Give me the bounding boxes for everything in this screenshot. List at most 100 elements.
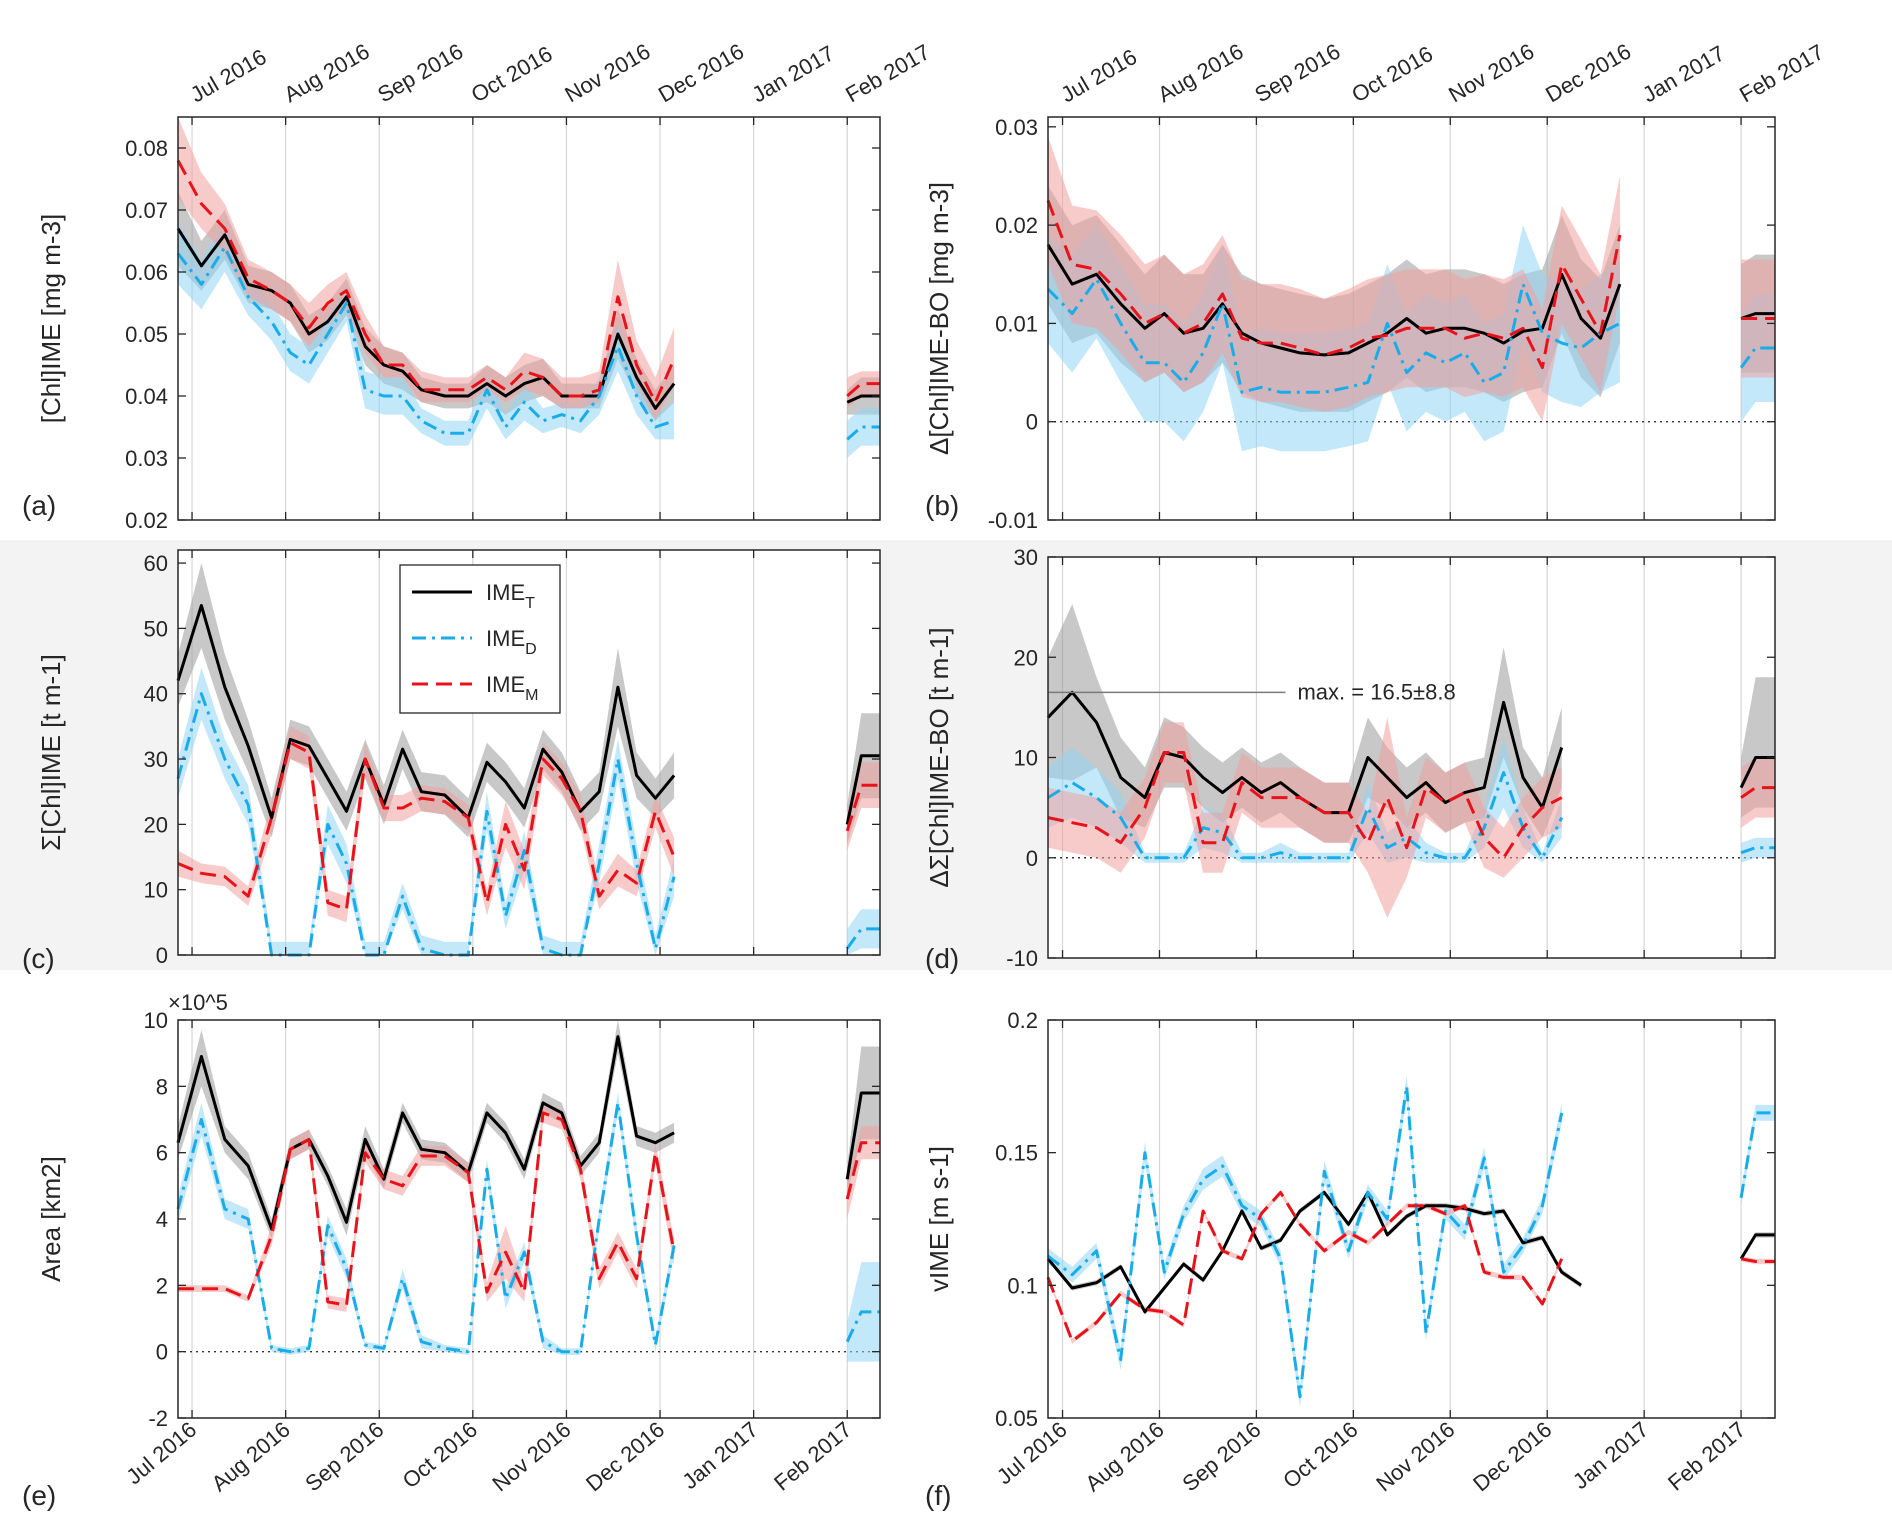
series-f-ime-t-0 (1046, 1191, 1582, 1314)
legend: IMET IMED IMEM (399, 564, 561, 714)
xtick-label-f-4: Nov 2016 (1371, 1417, 1459, 1497)
band-c-ime-d-1 (847, 909, 880, 955)
ytick-label-c-1: 10 (144, 878, 168, 903)
ylabel-e: Area [km2] (36, 1156, 66, 1282)
plot-area-a (178, 117, 880, 520)
ytick-label-e-6: 10 (144, 1008, 168, 1033)
xtick-label-b-2: Sep 2016 (1250, 39, 1344, 108)
legend-label-ime-m-base: IME (486, 672, 525, 697)
xtick-label-f-2: Sep 2016 (1177, 1417, 1265, 1497)
ytick-label-d-1: 0 (1026, 846, 1038, 871)
series-a-ime-m-0 (176, 159, 676, 404)
panel-c: 0 10 20 30 40 50 60 Σ[Chl]IME [t m-1] (c) (22, 549, 881, 974)
axis-box-c (177, 549, 881, 956)
xtick-label-e-5: Dec 2016 (581, 1417, 669, 1497)
ytick-label-b-4: 0.03 (995, 115, 1038, 140)
ylabel-c: Σ[Chl]IME [t m-1] (36, 654, 66, 851)
legend-label-ime-t-sub: T (525, 595, 535, 612)
series-f-ime-d-1 (1739, 1111, 1775, 1199)
legend-label-ime-m-sub: M (525, 687, 538, 704)
xtick-label-f-5: Dec 2016 (1468, 1417, 1556, 1497)
band-d-ime-m-0 (1048, 717, 1562, 918)
xtick-label-f-1: Aug 2016 (1080, 1417, 1168, 1497)
panel-b: -0.01 0 0.01 0.02 0.03 Jul 2016 Aug 2016 Sep 20… (924, 39, 1828, 533)
panel-letter-c: (c) (22, 943, 55, 974)
series-c-ime-d-1 (845, 927, 880, 950)
ytick-label-a-5: 0.07 (125, 198, 168, 223)
xtick-label-e-3: Oct 2016 (398, 1417, 482, 1494)
panel-d: max. = 16.5±8.8 -10 0 10 20 30 ΔΣ[Chl]IME-BO [… (924, 545, 1776, 974)
ytick-label-e-5: 8 (156, 1074, 168, 1099)
panel-a: 0.02 0.03 0.04 0.05 0.06 0.07 0.08 Jul 2016 Aug … (22, 39, 934, 533)
band-a-ime-d-1 (847, 408, 880, 458)
ytick-label-a-3: 0.05 (125, 322, 168, 347)
xtick-label-a-3: Oct 2016 (467, 41, 557, 107)
ytick-label-a-0: 0.02 (125, 508, 168, 533)
xtick-label-e-7: Feb 2017 (769, 1417, 856, 1496)
xtick-label-a-2: Sep 2016 (373, 39, 467, 108)
band-e-ime-m-1 (847, 1126, 880, 1219)
xtick-label-f-7: Feb 2017 (1663, 1417, 1750, 1496)
legend-label-ime-m: IMEM (486, 672, 538, 704)
xtick-label-a-4: Nov 2016 (560, 39, 654, 108)
ytick-label-f-3: 0.2 (1007, 1008, 1038, 1033)
axis-box-f (1047, 1019, 1776, 1419)
xtick-label-a-5: Dec 2016 (654, 39, 748, 108)
ytick-label-a-1: 0.03 (125, 446, 168, 471)
series-f-ime-m-1 (1740, 1257, 1775, 1263)
xtick-label-a-0: Jul 2016 (186, 44, 271, 107)
axis-box-a (177, 116, 881, 521)
xtick-label-b-6: Jan 2017 (1638, 40, 1729, 107)
series-a-ime-d-0 (176, 245, 675, 435)
series-e-ime-d-1 (845, 1310, 880, 1343)
ylabel-a: [Chl]IME [mg m-3] (36, 214, 66, 423)
ytick-label-c-0: 0 (156, 943, 168, 968)
ytick-label-f-1: 0.1 (1007, 1273, 1038, 1298)
series-c-ime-m-0 (177, 741, 676, 911)
series-d-ime-m-1 (1740, 786, 1775, 799)
ytick-label-e-2: 2 (156, 1273, 168, 1298)
ytick-label-f-2: 0.15 (995, 1141, 1038, 1166)
ytick-label-e-4: 6 (156, 1141, 168, 1166)
ytick-label-e-1: 0 (156, 1340, 168, 1365)
ylabel-d: ΔΣ[Chl]IME-BO [t m-1] (924, 627, 954, 887)
legend-label-ime-d: IMED (486, 626, 537, 658)
xtick-label-a-1: Aug 2016 (280, 39, 374, 108)
series-a-ime-d-1 (846, 425, 880, 441)
xtick-label-e-2: Sep 2016 (300, 1417, 388, 1497)
ylabel-b: Δ[Chl]IME-BO [mg m-3] (924, 182, 954, 455)
series-b-ime-m-0 (1046, 199, 1622, 370)
ytick-label-b-2: 0.01 (995, 311, 1038, 336)
ytick-label-d-4: 30 (1014, 545, 1038, 570)
xtick-label-b-3: Oct 2016 (1347, 41, 1437, 107)
series-b-ime-d-1 (1739, 346, 1775, 369)
series-d-ime-t-0 (1046, 690, 1564, 815)
exponent-label-e: ×10^5 (168, 990, 228, 1015)
plot-area-f (1048, 1020, 1775, 1418)
panel-letter-f: (f) (925, 1480, 951, 1511)
annotation-text-d: max. = 16.5±8.8 (1297, 679, 1455, 704)
band-c-ime-m-0 (178, 726, 675, 923)
axis-box-b (1047, 116, 1776, 521)
panel-letter-e: (e) (22, 1480, 56, 1511)
ytick-label-a-2: 0.04 (125, 384, 168, 409)
series-e-ime-d-0 (176, 1101, 676, 1354)
plot-area-e (178, 1020, 880, 1418)
ytick-label-d-0: -10 (1006, 946, 1038, 971)
series-f-ime-t-1 (1739, 1233, 1775, 1260)
series-c-ime-m-1 (845, 783, 880, 832)
xtick-label-b-7: Feb 2017 (1735, 39, 1828, 107)
legend-label-ime-t: IMET (486, 580, 535, 612)
band-b-ime-m-0 (1048, 136, 1620, 422)
ytick-label-e-3: 4 (156, 1207, 168, 1232)
xtick-label-f-6: Jan 2017 (1568, 1417, 1653, 1494)
band-d-ime-d-1 (1741, 837, 1775, 863)
xtick-label-e-4: Nov 2016 (487, 1417, 575, 1497)
series-d-ime-d-1 (1740, 846, 1775, 855)
ytick-label-d-3: 20 (1014, 645, 1038, 670)
ylabel-f: vIME [m s-1] (924, 1146, 954, 1292)
ytick-label-c-5: 50 (144, 616, 168, 641)
xtick-label-b-0: Jul 2016 (1057, 44, 1142, 107)
ytick-label-a-6: 0.08 (125, 136, 168, 161)
